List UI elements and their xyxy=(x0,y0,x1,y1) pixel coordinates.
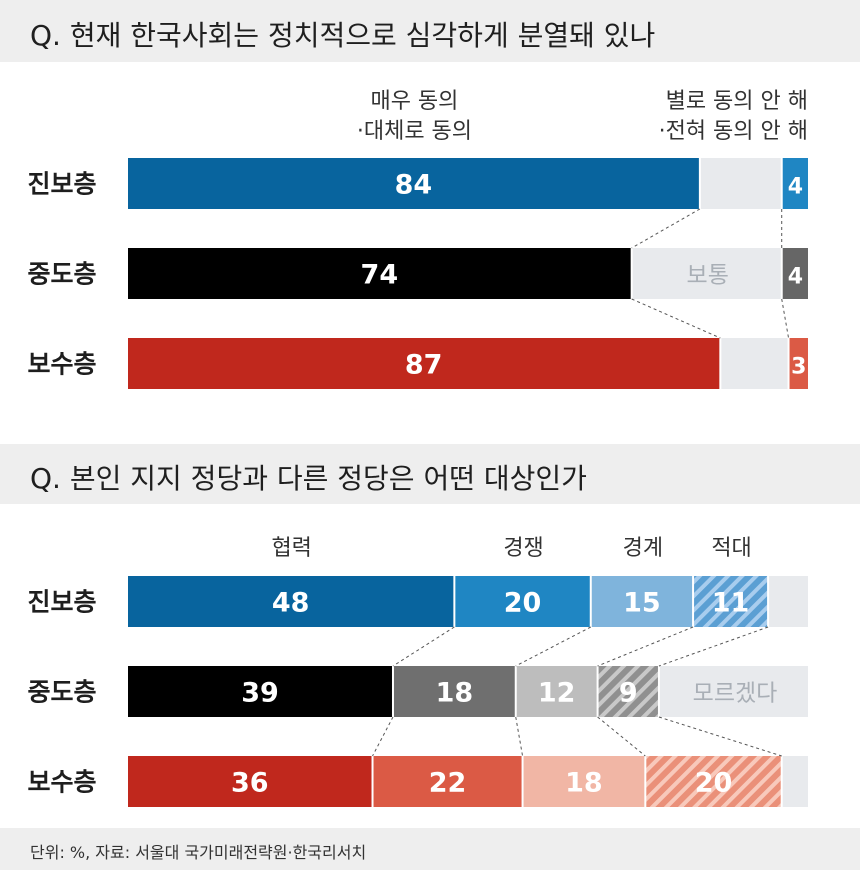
category-label-1-0: 진보층 xyxy=(27,588,96,617)
bar-value-label-1-2-1: 22 xyxy=(429,768,467,799)
category-label-1-2: 보수층 xyxy=(27,768,96,797)
connector-line-1-1-4 xyxy=(658,716,782,757)
bar-value-label-0-2-2: 3 xyxy=(791,355,806,380)
series-header-label-0-1-1: ·전혀 동의 안 해 xyxy=(659,119,808,144)
bar-segment-1-0-3 xyxy=(694,576,768,627)
bar-value-label-0-0-2: 4 xyxy=(788,175,803,200)
question-1-title: Q. 현재 한국사회는 정치적으로 심각하게 분열돼 있나 xyxy=(30,19,656,52)
bar-value-label-1-1-2: 12 xyxy=(538,678,576,709)
connector-line-1-0-2 xyxy=(515,626,591,667)
bar-segment-0-1-2 xyxy=(782,248,808,299)
connector-line-0-0-1 xyxy=(631,208,701,249)
bar-value-label-0-1-2: 4 xyxy=(788,265,803,290)
connector-line-1-1-2 xyxy=(515,716,524,757)
bar-segment-1-2-2 xyxy=(523,756,645,807)
bar-value-label-0-1-0: 74 xyxy=(361,260,399,291)
bar-value-label-1-0-0: 48 xyxy=(272,588,310,619)
category-label-0-1: 중도층 xyxy=(27,260,96,289)
bar-segment-1-1-4 xyxy=(659,666,808,717)
bar-value-label-1-1-3: 9 xyxy=(619,678,638,709)
series-header-label-1-3-0: 적대 xyxy=(711,536,751,561)
category-label-0-2: 보수층 xyxy=(27,350,96,379)
series-header-label-1-2-0: 경계 xyxy=(623,536,663,561)
bar-segment-0-0-0 xyxy=(128,158,699,209)
bar-segment-0-2-1 xyxy=(721,338,788,389)
bar-segment-0-2-0 xyxy=(128,338,720,389)
bar-segment-1-1-2 xyxy=(516,666,597,717)
bar-segment-0-2-2 xyxy=(789,338,808,389)
bar-segment-0-0-1 xyxy=(700,158,781,209)
connector-line-0-1-2 xyxy=(781,298,790,339)
bar-segment-1-2-3 xyxy=(646,756,781,807)
question-1-banner: Q. 현재 한국사회는 정치적으로 심각하게 분열돼 있나 xyxy=(0,0,860,62)
bar-segment-1-0-2 xyxy=(591,576,693,627)
question-2-banner: Q. 본인 지지 정당과 다른 정당은 어떤 대상인가 xyxy=(0,444,860,504)
bar-value-label-0-0-0: 84 xyxy=(395,170,433,201)
bar-value-label-1-0-2: 15 xyxy=(623,588,661,619)
bar-value-label-0-2-0: 87 xyxy=(405,350,443,381)
bar-segment-1-2-0 xyxy=(128,756,372,807)
bar-segment-0-0-2 xyxy=(782,158,808,209)
bar-segment-1-1-1 xyxy=(393,666,515,717)
bar-value-label-1-0-1: 20 xyxy=(504,588,542,619)
bar-segment-1-2-4 xyxy=(782,756,808,807)
bar-segment-1-1-0 xyxy=(128,666,392,717)
connector-line-1-1-3 xyxy=(597,716,646,757)
bar-value-label-1-2-3: 20 xyxy=(695,768,733,799)
bar-segment-0-1-1 xyxy=(632,248,781,299)
connector-line-1-1-1 xyxy=(372,716,394,757)
bar-value-label-1-1-0: 39 xyxy=(241,678,279,709)
bar-value-label-1-2-0: 36 xyxy=(231,768,269,799)
series-header-label-0-1-0: 별로 동의 안 해 xyxy=(666,89,808,114)
question-2-title: Q. 본인 지지 정당과 다른 정당은 어떤 대상인가 xyxy=(30,462,587,495)
series-header-label-0-0-1: ·대체로 동의 xyxy=(357,119,472,144)
footer: 단위: %, 자료: 서울대 국가미래전략원·한국리서치 xyxy=(0,828,860,870)
bar-segment-1-1-3 xyxy=(598,666,658,717)
category-label-1-1: 중도층 xyxy=(27,678,96,707)
connector-line-1-0-3 xyxy=(597,626,694,667)
source-note: 단위: %, 자료: 서울대 국가미래전략원·한국리서치 xyxy=(30,843,367,862)
bar-segment-1-0-4 xyxy=(769,576,808,627)
connector-line-1-0-4 xyxy=(658,626,769,667)
bar-value-label-1-0-3: 11 xyxy=(712,588,750,619)
connector-line-0-1-1 xyxy=(631,298,721,339)
bar-segment-1-2-1 xyxy=(373,756,522,807)
connector-line-1-0-1 xyxy=(392,626,455,667)
in-bar-label-1: 모르겠다 xyxy=(693,681,778,707)
bar-value-label-1-1-1: 18 xyxy=(436,678,474,709)
series-header-label-1-1-0: 경쟁 xyxy=(503,536,543,561)
bar-value-label-1-2-2: 18 xyxy=(565,768,603,799)
in-bar-label-0: 보통 xyxy=(687,263,729,289)
series-header-label-0-0-0: 매우 동의 xyxy=(370,89,458,114)
bar-segment-1-0-1 xyxy=(455,576,590,627)
series-header-label-1-0-0: 협력 xyxy=(271,536,311,561)
category-label-0-0: 진보층 xyxy=(27,170,96,199)
bar-segment-1-0-0 xyxy=(128,576,454,627)
bar-segment-0-1-0 xyxy=(128,248,631,299)
